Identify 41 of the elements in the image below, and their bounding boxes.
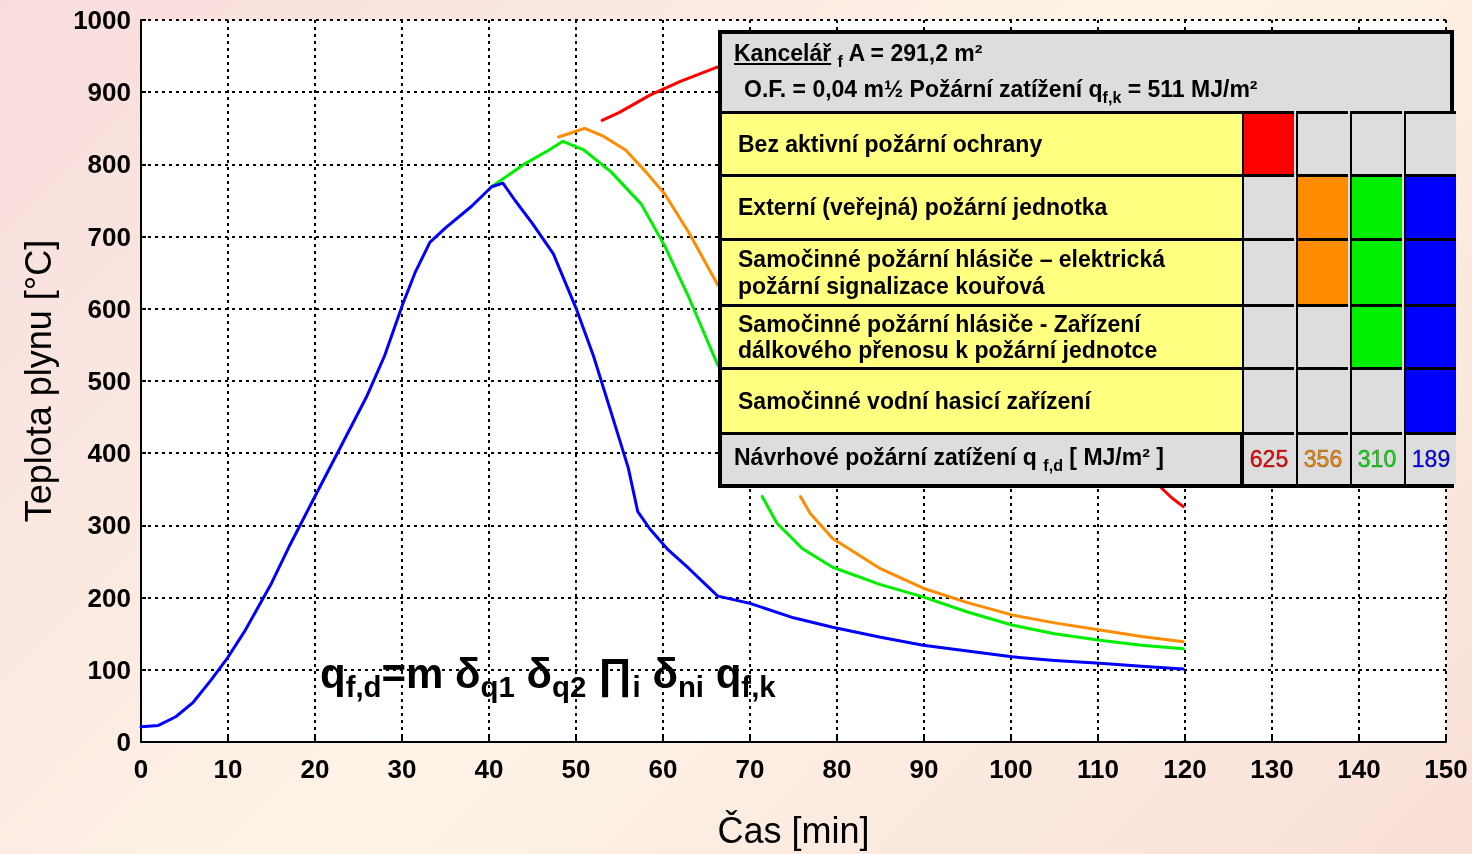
y-tick-label: 700 (87, 221, 131, 252)
x-tick-label: 120 (1163, 754, 1207, 784)
annotation: Samočinné požární hlásiče - Zařízení dálkového přenosu k požární jednotce (738, 310, 1159, 364)
annotation: Samočinné požární hlásiče – elektrická požární signalizace kouřová (738, 246, 1166, 299)
annotation: 310 (1357, 446, 1397, 473)
y-tick-label: 400 (87, 438, 131, 469)
y-tick-label: 600 (87, 293, 131, 324)
y-axis-title: Teplota plynu [°C] (17, 239, 59, 523)
x-tick-label: 110 (1077, 754, 1119, 784)
x-tick-label: 70 (735, 754, 765, 784)
x-tick-label: 100 (989, 754, 1033, 784)
annotation: Kancelář $_{f}$ A = 291,2 m² (734, 40, 984, 71)
y-tick-label: 300 (87, 510, 131, 541)
x-tick-label: 60 (648, 754, 678, 784)
x-tick-label: 20 (300, 754, 330, 784)
annotation: Samočinné vodní hasicí zařízení (738, 387, 1091, 415)
annotation: 356 (1303, 446, 1343, 473)
x-axis-title: Čas [min] (717, 809, 870, 851)
annotation: 189 (1411, 446, 1451, 473)
annotation: Bez aktivní požární ochrany (738, 130, 1043, 158)
annotation: Externí (veřejná) požární jednotka (738, 194, 1108, 221)
x-tick-label: 30 (387, 754, 417, 784)
x-tick-label: 150 (1424, 754, 1468, 784)
y-tick-label: 800 (87, 149, 131, 180)
y-tick-label: 100 (87, 654, 131, 685)
y-tick-label: 500 (87, 366, 131, 396)
y-tick-label: 1000 (73, 5, 131, 35)
x-tick-label: 40 (474, 754, 504, 784)
x-tick-label: 140 (1337, 754, 1381, 784)
x-tick-label: 50 (561, 754, 591, 784)
x-tick-label: 90 (909, 754, 939, 784)
x-tick-label: 10 (213, 754, 243, 784)
x-tick-label: 80 (822, 754, 852, 784)
y-tick-label: 0 (116, 727, 131, 757)
line-series (139, 181, 1185, 729)
annotation: 625 (1249, 446, 1289, 473)
annotation: O.F. = 0,04 m½ Požární zatížení q$_{f,k}$ = 511 MJ/m² (743, 76, 1259, 107)
y-tick-label: 200 (87, 582, 131, 613)
annotation: Návrhové požární zatížení q $_{f,d}$ [ MJ/m² ] (734, 444, 1164, 475)
x-tick-label: 130 (1250, 754, 1294, 784)
y-tick-label: 900 (87, 77, 131, 108)
